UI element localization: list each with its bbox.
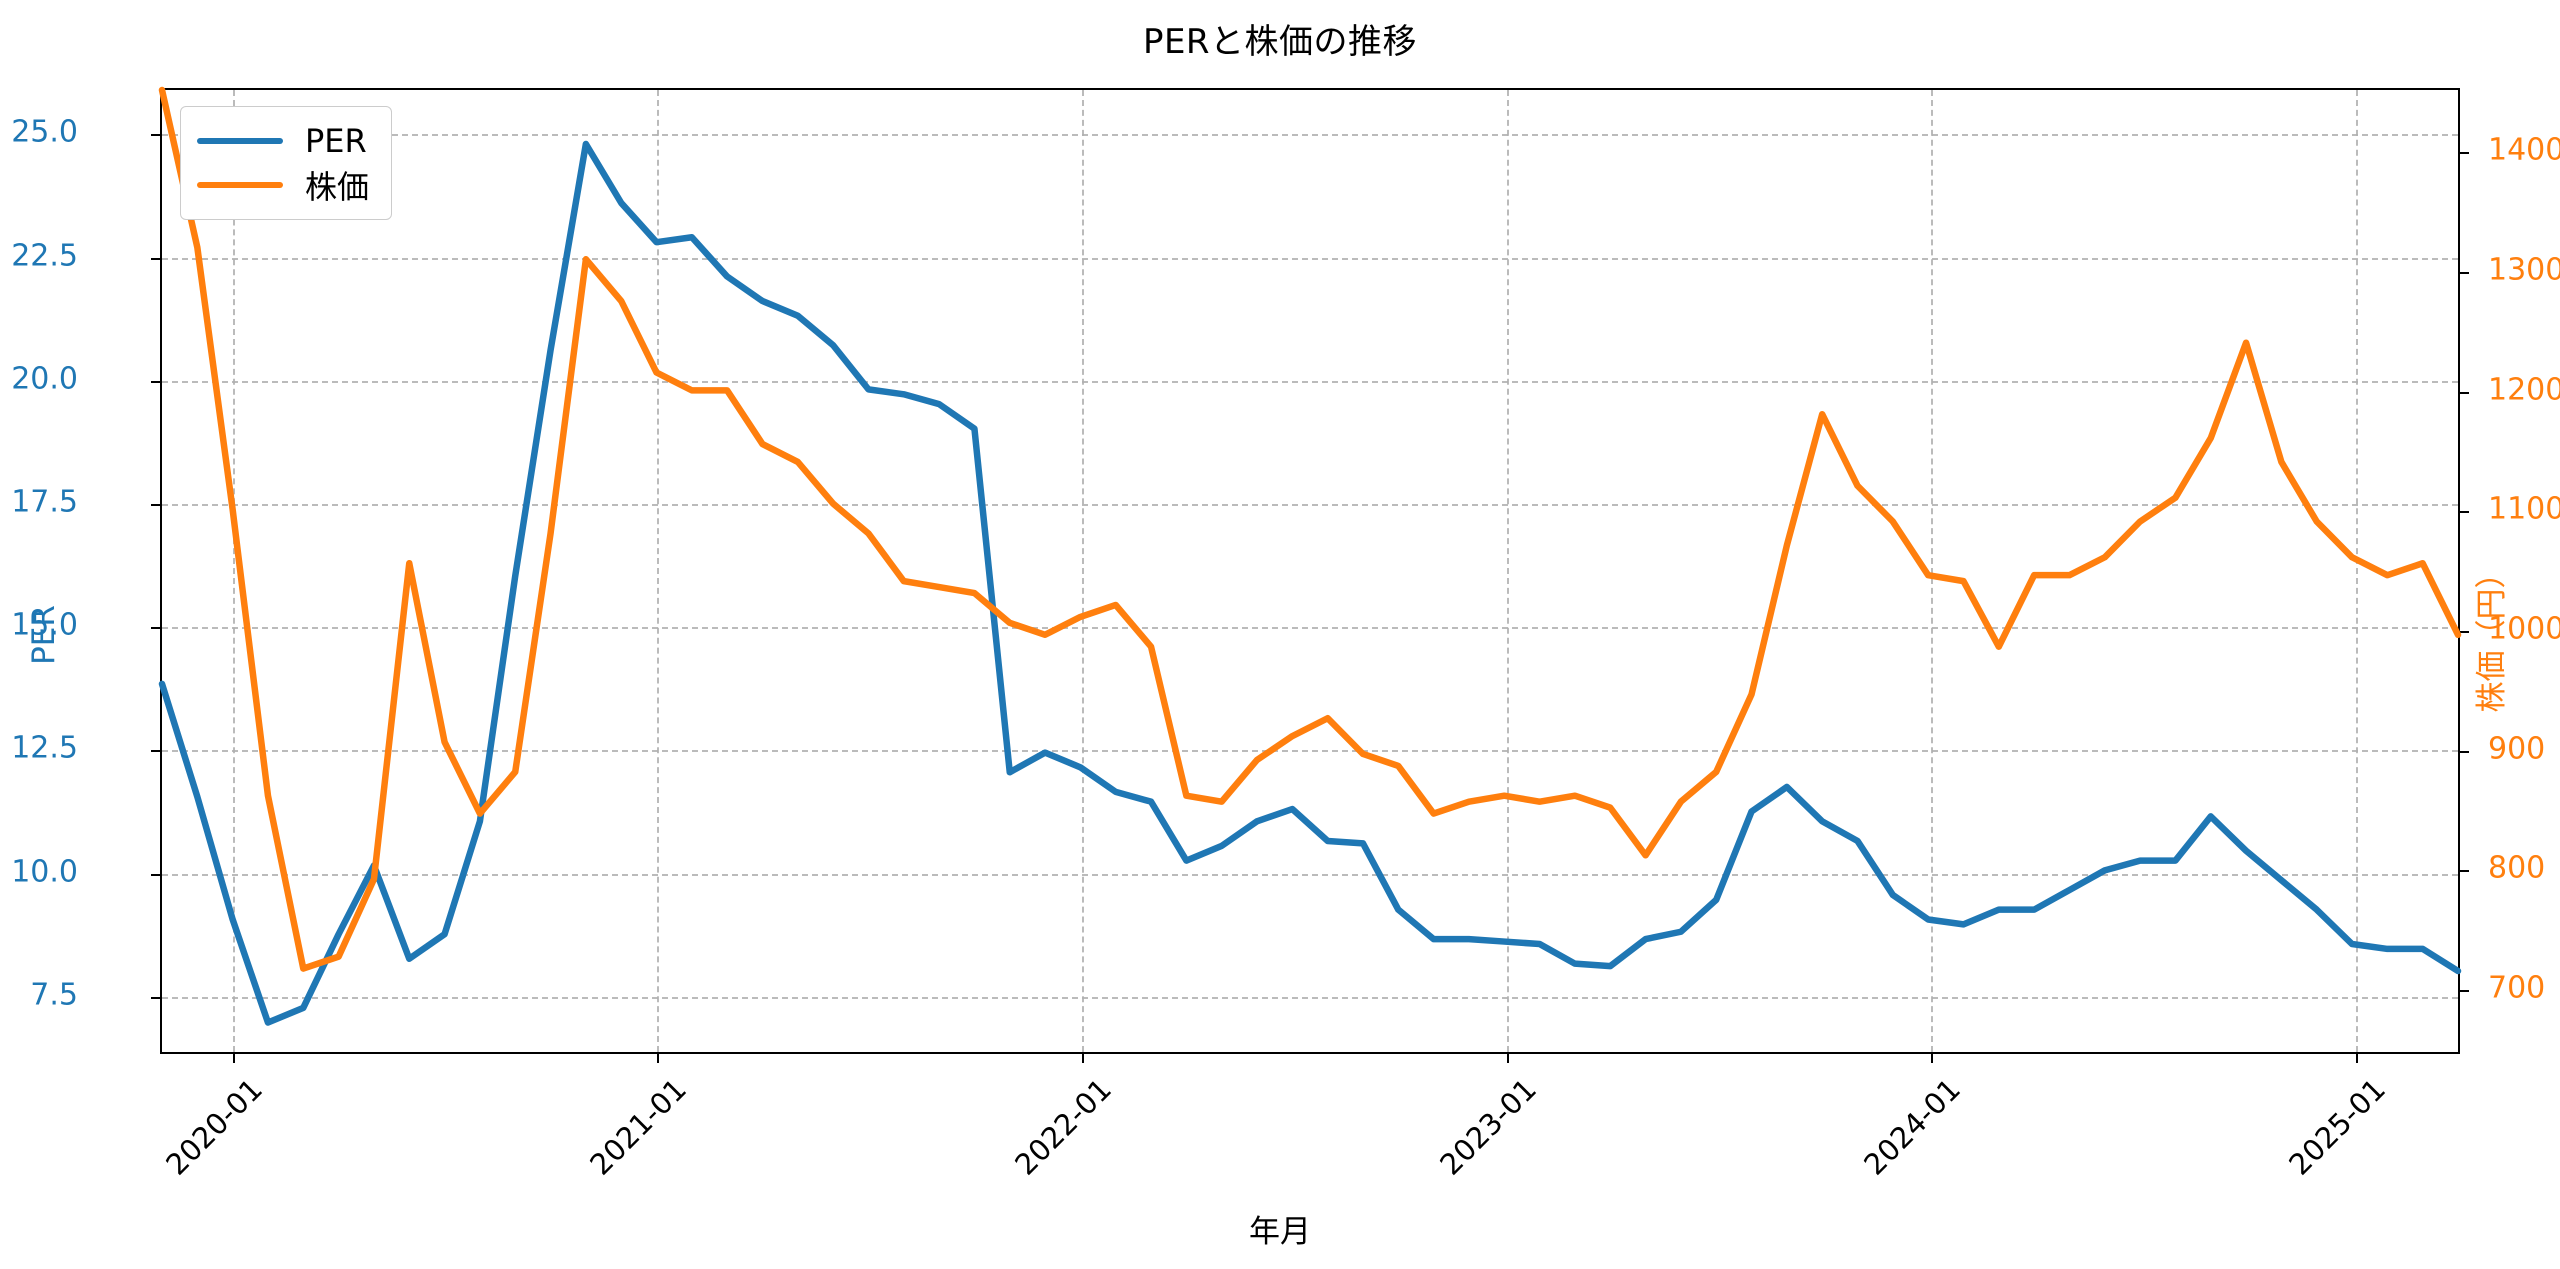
y-axis-left-tick-label: 22.5 [11, 238, 78, 274]
y-axis-right-tick-label: 900 [2488, 731, 2546, 767]
y-axis-right-tick-label: 800 [2488, 850, 2546, 886]
gridline-horizontal [162, 873, 2458, 876]
y-axis-right-tick-label: 1400 [2488, 132, 2560, 168]
y-axis-right-tick [2458, 870, 2469, 873]
x-axis-tick-label: 2020-01 [159, 1072, 269, 1182]
x-axis-title: 年月 [1249, 1214, 1311, 1250]
x-axis-tick-label: 2024-01 [1857, 1072, 1968, 1182]
y-axis-right-tick [2458, 152, 2469, 155]
stock-price-color-swatch [197, 182, 283, 188]
y-axis-right-tick [2458, 391, 2469, 394]
x-axis-tick [2355, 1052, 2358, 1063]
x-axis-tick [1082, 1052, 1084, 1063]
y-axis-right-tick-label: 1100 [2488, 491, 2560, 527]
gridline-vertical [232, 90, 235, 1052]
gridline-horizontal [162, 380, 2458, 383]
legend-item-per[interactable]: PER [197, 119, 369, 163]
y-axis-left-tick [151, 750, 162, 753]
y-axis-right-tick [2458, 271, 2469, 274]
y-axis-right-tick [2458, 631, 2469, 634]
y-axis-left-tick [151, 627, 162, 630]
gridline-vertical [1931, 90, 1934, 1052]
y-axis-right-tick-label: 1300 [2488, 252, 2560, 288]
stock-price-line [162, 90, 2458, 969]
y-axis-left-tick-label: 10.0 [11, 854, 78, 890]
y-axis-left-tick [151, 380, 162, 383]
gridlines [151, 90, 2469, 1063]
gridline-vertical [1082, 90, 1084, 1052]
x-axis-tick-label: 2025-01 [2282, 1072, 2392, 1182]
gridline-horizontal [162, 504, 2458, 506]
x-axis-tick [1506, 1052, 1509, 1063]
y-axis-left-tick-label: 12.5 [11, 730, 78, 766]
y-axis-right-title: 株価（円） [2474, 557, 2510, 712]
gridline-vertical [657, 90, 660, 1052]
y-axis-left-tick [151, 257, 162, 260]
x-axis-tick [1931, 1052, 1934, 1063]
x-axis-tick [657, 1052, 660, 1063]
y-axis-left-title: PER [25, 604, 62, 665]
plot-area: PER 株価 [151, 88, 2469, 1063]
legend-label-per: PER [305, 122, 367, 160]
gridline-horizontal [162, 750, 2458, 753]
y-axis-right-tick-label: 700 [2488, 970, 2546, 1006]
y-axis-left-tick-label: 7.5 [30, 977, 78, 1013]
legend: PER 株価 [180, 106, 393, 220]
y-axis-left-tick-label: 20.0 [11, 361, 78, 397]
y-axis-right-tick-label: 1200 [2488, 372, 2560, 408]
y-axis-left-tick [151, 134, 162, 137]
x-axis-tick-label: 2023-01 [1432, 1072, 1543, 1182]
y-axis-right-tick [2458, 750, 2469, 753]
x-axis-tick [232, 1052, 235, 1063]
y-axis-left-tick-label: 25.0 [11, 114, 78, 150]
y-axis-right-tick [2458, 990, 2469, 993]
gridline-horizontal [162, 257, 2458, 260]
per-color-swatch [197, 138, 283, 144]
y-axis-left-tick [151, 996, 162, 999]
y-axis-left-tick-label: 17.5 [11, 484, 78, 520]
x-axis-tick-label: 2021-01 [583, 1072, 694, 1182]
y-axis-left-tick [151, 873, 162, 876]
y-axis-left-tick [151, 504, 162, 506]
chart-title: PERと株価の推移 [1142, 22, 1418, 62]
per-line [162, 144, 2458, 1023]
data-lines [162, 90, 2458, 1052]
gridline-horizontal [162, 996, 2458, 999]
gridline-vertical [1506, 90, 1509, 1052]
x-axis-tick-label: 2022-01 [1008, 1072, 1119, 1182]
gridline-vertical [2355, 90, 2358, 1052]
y-axis-right-tick [2458, 511, 2469, 514]
legend-label-stock-price: 株価 [305, 168, 370, 206]
gridline-horizontal [162, 627, 2458, 630]
gridline-horizontal [162, 134, 2458, 137]
legend-item-stock-price[interactable]: 株価 [197, 163, 369, 207]
